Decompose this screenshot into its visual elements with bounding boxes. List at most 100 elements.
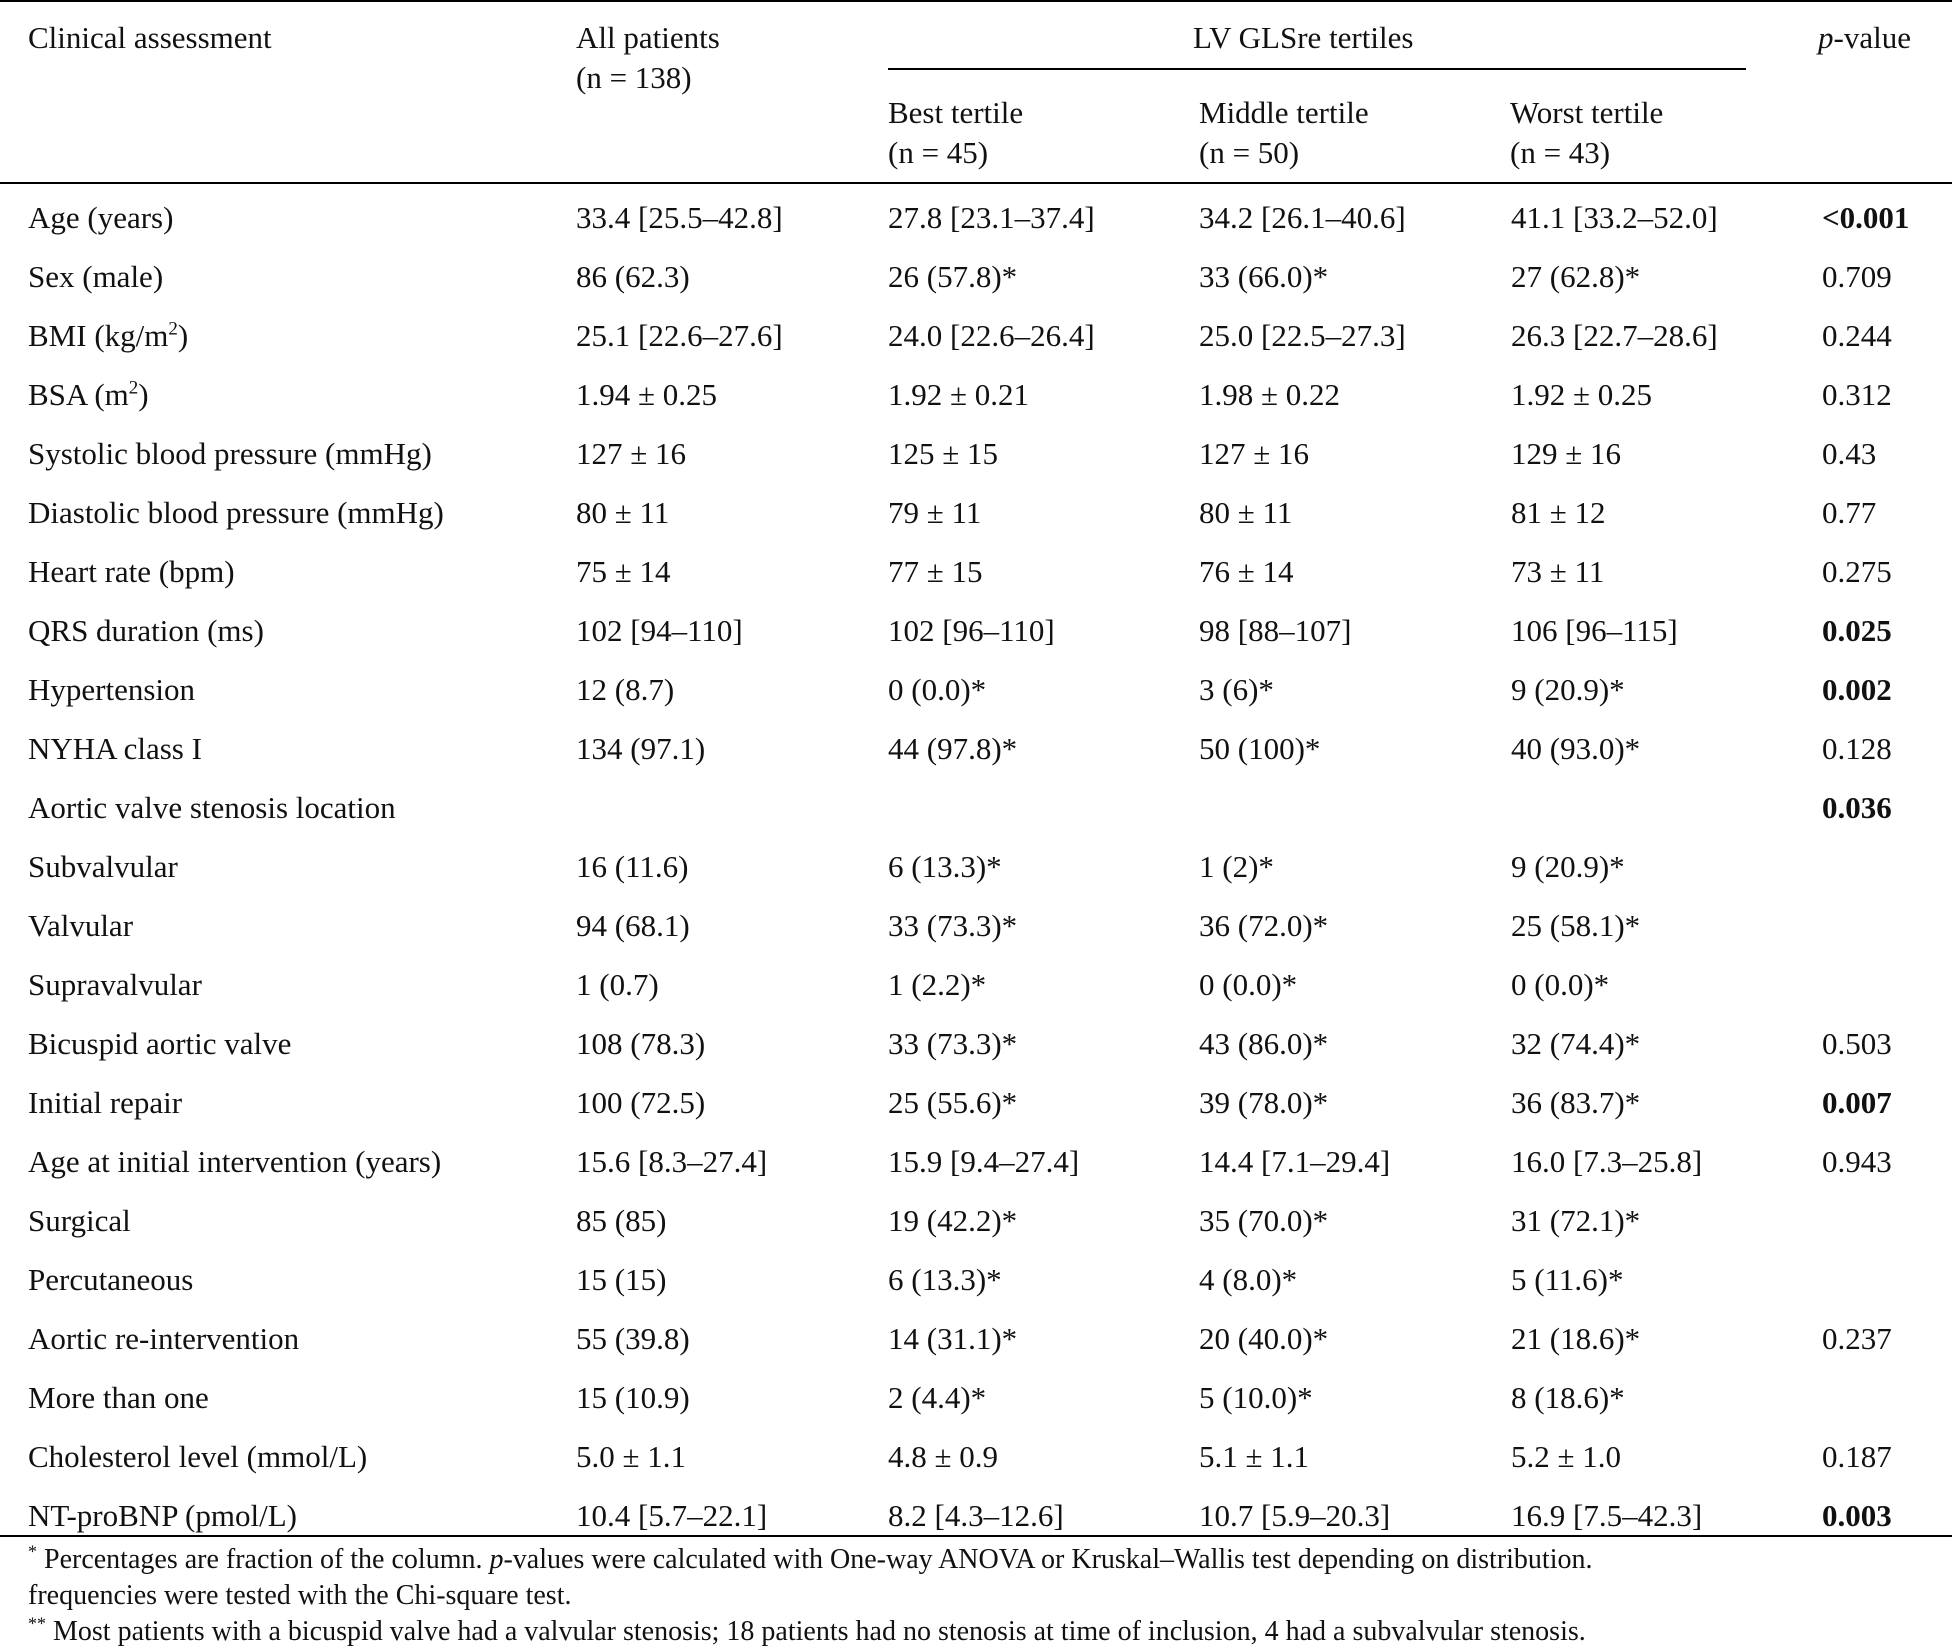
table-row: More than one 15 (10.9) 2 (4.4)* 5 (10.0)* 8… <box>0 1368 1952 1427</box>
table-row: Aortic valve stenosis location 0.036 <box>0 778 1952 837</box>
cell-all: 127 ± 16 <box>576 435 687 471</box>
cell-pvalue: <0.001 <box>1822 199 1910 235</box>
cell-middle: 50 (100)* <box>1199 730 1321 766</box>
row-label-superscript: 2 <box>168 318 178 340</box>
row-label: Subvalvular <box>0 837 576 896</box>
cell-worst: 32 (74.4)* <box>1511 1025 1641 1061</box>
cell-pvalue: 0.036 <box>1822 789 1892 825</box>
table-row: BSA (m2) 1.94 ± 0.25 1.92 ± 0.21 1.98 ± 0.2… <box>0 365 1952 424</box>
header-pvalue: p-value <box>1818 18 1911 58</box>
cell-all: 134 (97.1) <box>576 730 706 766</box>
cell-pvalue: 0.128 <box>1822 730 1892 766</box>
cell-middle: 43 (86.0)* <box>1199 1025 1329 1061</box>
cell-best: 27.8 [23.1–37.4] <box>888 199 1095 235</box>
cell-all <box>576 778 888 837</box>
table-row: Cholesterol level (mmol/L) 5.0 ± 1.1 4.8 ±… <box>0 1427 1952 1486</box>
footnote-1-text-b: -values were calculated with One-way ANO… <box>503 1544 1593 1575</box>
table-row: Percutaneous 15 (15) 6 (13.3)* 4 (8.0)* 5 (1… <box>0 1250 1952 1309</box>
top-rule <box>0 0 1952 2</box>
cell-pvalue: 0.43 <box>1822 435 1877 471</box>
row-label: Age (years) <box>0 188 576 247</box>
cell-best: 33 (73.3)* <box>888 907 1018 943</box>
row-label-text: Hypertension <box>28 671 196 707</box>
cell-middle: 127 ± 16 <box>1199 435 1310 471</box>
cell-worst: 106 [96–115] <box>1511 612 1678 648</box>
footnote-1-continued: frequencies were tested with the Chi-squ… <box>28 1580 572 1611</box>
row-label-text: Heart rate (bpm) <box>28 553 235 589</box>
footnote-1-text-a: Percentages are fraction of the column. <box>37 1544 490 1575</box>
footnote-2: ** Most patients with a bicuspid valve h… <box>28 1614 1586 1649</box>
cell-worst: 129 ± 16 <box>1511 435 1622 471</box>
cell-best: 79 ± 11 <box>888 494 982 530</box>
cell-best: 2 (4.4)* <box>888 1379 987 1415</box>
row-label-text: NT-proBNP (pmol/L) <box>28 1497 297 1533</box>
table-row: QRS duration (ms) 102 [94–110] 102 [96–110… <box>0 601 1952 660</box>
header-assessment: Clinical assessment <box>28 20 272 55</box>
cell-pvalue <box>1822 1368 1952 1427</box>
cell-pvalue: 0.007 <box>1822 1084 1892 1120</box>
row-label: Aortic valve stenosis location <box>0 778 576 837</box>
table-row: Bicuspid aortic valve 108 (78.3) 33 (73.3)… <box>0 1014 1952 1073</box>
cell-best: 102 [96–110] <box>888 612 1055 648</box>
cell-pvalue <box>1822 896 1952 955</box>
cell-all: 80 ± 11 <box>576 494 670 530</box>
cell-worst: 26.3 [22.7–28.6] <box>1511 317 1718 353</box>
footnote-2-text: Most patients with a bicuspid valve had … <box>46 1616 1586 1647</box>
table-row: Hypertension 12 (8.7) 0 (0.0)* 3 (6)* 9 (20.… <box>0 660 1952 719</box>
table-row: Age (years) 33.4 [25.5–42.8] 27.8 [23.1–37… <box>0 188 1952 247</box>
row-label-text: Subvalvular <box>28 848 178 884</box>
row-label-text: Supravalvular <box>28 966 202 1002</box>
cell-all: 85 (85) <box>576 1202 667 1238</box>
cell-middle: 3 (6)* <box>1199 671 1274 707</box>
cell-middle: 33 (66.0)* <box>1199 258 1329 294</box>
table-bottom-rule <box>0 1535 1952 1537</box>
cell-best: 8.2 [4.3–12.6] <box>888 1497 1064 1533</box>
cell-pvalue: 0.002 <box>1822 671 1892 707</box>
header-tertiles-group: LV GLSre tertiles <box>1193 20 1414 55</box>
table-row: NT-proBNP (pmol/L) 10.4 [5.7–22.1] 8.2 [4.… <box>0 1486 1952 1545</box>
table-row: Aortic re-intervention 55 (39.8) 14 (31.1)… <box>0 1309 1952 1368</box>
table-row: Sex (male) 86 (62.3) 26 (57.8)* 33 (66.0)* 2… <box>0 247 1952 306</box>
footnote-1: * Percentages are fraction of the column… <box>28 1542 1592 1577</box>
header-best-n: (n = 45) <box>888 135 989 170</box>
cell-worst: 0 (0.0)* <box>1511 966 1610 1002</box>
cell-worst: 25 (58.1)* <box>1511 907 1641 943</box>
row-label: Aortic re-intervention <box>0 1309 576 1368</box>
cell-all: 16 (11.6) <box>576 848 689 884</box>
cell-best: 77 ± 15 <box>888 553 983 589</box>
header-pvalue-rest: -value <box>1833 20 1911 55</box>
row-label: Cholesterol level (mmol/L) <box>0 1427 576 1486</box>
cell-pvalue: 0.503 <box>1822 1025 1892 1061</box>
row-label-text: Aortic valve stenosis location <box>28 789 396 825</box>
header-all-patients-label: All patients <box>576 20 720 55</box>
cell-pvalue: 0.025 <box>1822 612 1892 648</box>
cell-all: 1 (0.7) <box>576 966 659 1002</box>
row-label: Initial repair <box>0 1073 576 1132</box>
table-row: Subvalvular 16 (11.6) 6 (13.3)* 1 (2)* 9 (20… <box>0 837 1952 896</box>
cell-middle <box>1199 778 1511 837</box>
row-label-text: QRS duration (ms) <box>28 612 264 648</box>
header-all-patients: All patients (n = 138) <box>576 18 720 98</box>
cell-best: 15.9 [9.4–27.4] <box>888 1143 1080 1179</box>
row-label: Age at initial intervention (years) <box>0 1132 576 1191</box>
row-label: Hypertension <box>0 660 576 719</box>
cell-all: 15 (10.9) <box>576 1379 690 1415</box>
cell-pvalue: 0.943 <box>1822 1143 1892 1179</box>
cell-best: 125 ± 15 <box>888 435 999 471</box>
row-label: Percutaneous <box>0 1250 576 1309</box>
cell-pvalue <box>1822 955 1952 1014</box>
cell-all: 94 (68.1) <box>576 907 690 943</box>
data-table: Age (years) 33.4 [25.5–42.8] 27.8 [23.1–37… <box>0 188 1952 1545</box>
cell-all: 15.6 [8.3–27.4] <box>576 1143 768 1179</box>
cell-middle: 36 (72.0)* <box>1199 907 1329 943</box>
row-label-text: BSA (m <box>28 376 129 412</box>
cell-middle: 14.4 [7.1–29.4] <box>1199 1143 1391 1179</box>
row-label-tail: ) <box>177 317 189 353</box>
cell-all: 33.4 [25.5–42.8] <box>576 199 783 235</box>
cell-all: 25.1 [22.6–27.6] <box>576 317 783 353</box>
cell-worst: 5 (11.6)* <box>1511 1261 1624 1297</box>
row-label: Systolic blood pressure (mmHg) <box>0 424 576 483</box>
table-row: Valvular 94 (68.1) 33 (73.3)* 36 (72.0)* 25 … <box>0 896 1952 955</box>
row-label: Bicuspid aortic valve <box>0 1014 576 1073</box>
row-label-superscript: 2 <box>128 377 139 399</box>
